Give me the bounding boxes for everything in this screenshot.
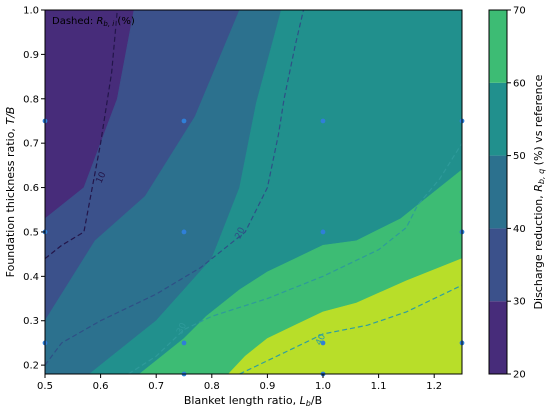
dashed-contour-label-20: 20 xyxy=(234,226,248,241)
x-tick-label: 0.5 xyxy=(37,381,53,392)
dashed-contour-lines xyxy=(45,10,462,374)
dashed-contour-10 xyxy=(45,10,118,260)
y-tick-label: 0.6 xyxy=(23,183,39,194)
y-tick-label: 0.8 xyxy=(23,94,39,105)
x-tick-label: 1.2 xyxy=(426,381,442,392)
x-axis-label: Blanket length ratio, Lb/B xyxy=(184,394,322,408)
dashed-contour-40 xyxy=(239,284,462,374)
sample-point xyxy=(320,118,326,124)
x-tick-label: 0.8 xyxy=(204,381,220,392)
x-tick-label: 1.1 xyxy=(371,381,387,392)
y-tick-label: 0.2 xyxy=(23,361,39,372)
dashed-contour-label-30: 30 xyxy=(175,321,189,336)
colorbar-tick-label: 30 xyxy=(513,297,526,308)
dashed-contour-label-40: 40 xyxy=(314,332,328,347)
colorbar-band-50-60 xyxy=(489,82,507,156)
colorbar-band-40-50 xyxy=(489,155,507,229)
colorbar xyxy=(488,9,508,375)
sample-point xyxy=(320,229,326,235)
x-tick-label: 0.9 xyxy=(259,381,275,392)
contour-region-70-80 xyxy=(228,258,462,374)
y-axis-ticks: 0.2 0.3 0.4 0.5 0.6 0.7 0.8 0.9 1.0 xyxy=(23,6,45,372)
y-tick-label: 0.5 xyxy=(23,227,39,238)
sample-point xyxy=(320,340,326,346)
y-tick-label: 1.0 xyxy=(23,6,39,17)
dashed-contour-30 xyxy=(128,142,462,374)
colorbar-ticks: 20 30 40 50 60 70 xyxy=(507,6,526,381)
y-tick-label: 0.3 xyxy=(23,316,39,327)
filled-contour-regions xyxy=(45,10,462,374)
colorbar-band-30-40 xyxy=(489,228,507,302)
dashed-contour-label-10: 10 xyxy=(95,170,109,185)
dashed-contour-labels: 10 20 30 40 xyxy=(95,170,329,347)
dashed-contour-20 xyxy=(45,10,305,366)
y-tick-label: 0.9 xyxy=(23,50,39,61)
x-tick-label: 0.6 xyxy=(93,381,109,392)
colorbar-band-20-30 xyxy=(489,301,507,374)
colorbar-frame xyxy=(488,9,508,375)
colorbar-tick-label: 60 xyxy=(513,78,526,89)
sample-point xyxy=(181,340,187,346)
colorbar-tick-label: 20 xyxy=(513,370,526,381)
y-axis-label: Foundation thickness ratio, T/B xyxy=(4,107,17,278)
colorbar-tick-label: 70 xyxy=(513,6,526,17)
sample-point xyxy=(181,229,187,235)
plot-frame xyxy=(44,9,463,375)
sample-point xyxy=(181,118,187,124)
colorbar-tick-label: 40 xyxy=(513,224,526,235)
colorbar-label: Discharge reduction, Rb, q (%) vs refere… xyxy=(532,74,546,309)
colorbar-tick-label: 50 xyxy=(513,151,526,162)
y-tick-label: 0.7 xyxy=(23,139,39,150)
x-axis-ticks: 0.5 0.6 0.7 0.8 0.9 1.0 1.1 1.2 xyxy=(37,374,442,392)
x-tick-label: 1.0 xyxy=(315,381,331,392)
dashed-legend-text: Dashed: Rb, i (%) xyxy=(52,16,135,28)
y-tick-label: 0.4 xyxy=(23,272,39,283)
x-tick-label: 0.7 xyxy=(148,381,164,392)
colorbar-band-60-70 xyxy=(489,10,507,83)
